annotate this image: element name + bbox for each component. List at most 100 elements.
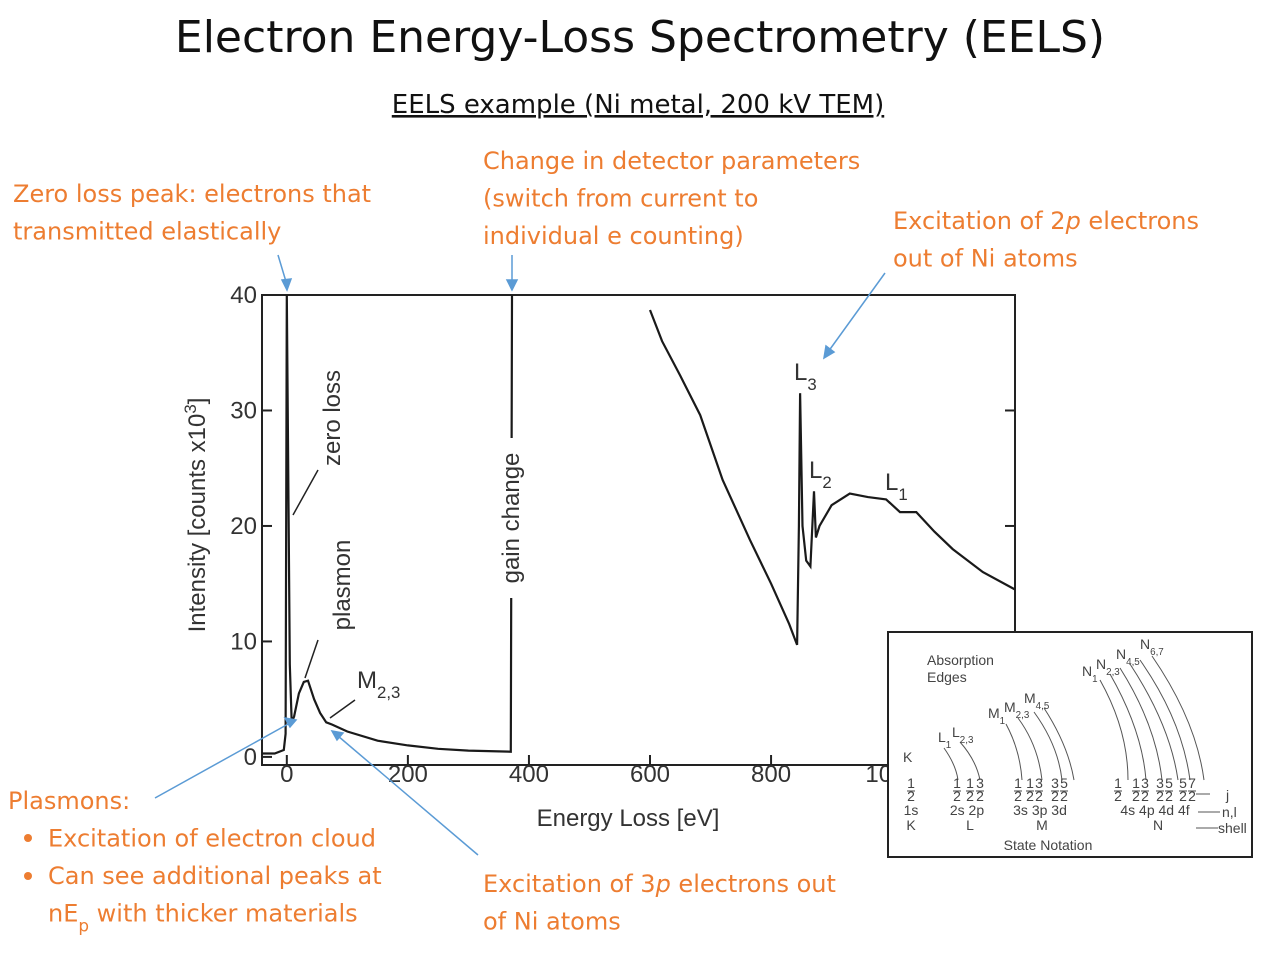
j-denominator: 2 <box>907 788 915 804</box>
italic-run: p <box>655 870 671 898</box>
j-denominator: 2 <box>976 788 984 804</box>
edge-curves <box>943 655 1220 829</box>
j-numerator: 3 <box>1141 775 1149 791</box>
spectrum-line <box>262 294 1016 755</box>
j-numerator: 1 <box>1014 775 1022 791</box>
j-denominator: 2 <box>1156 788 1164 804</box>
subscript: 1 <box>1000 716 1005 727</box>
arrow <box>154 722 291 799</box>
subscript: 3 <box>807 375 816 394</box>
j-denominator: 2 <box>1114 788 1122 804</box>
italic-run: p <box>1065 207 1081 235</box>
annotation: Zero loss peak: electrons that <box>13 180 371 208</box>
edge-label: K <box>903 749 913 765</box>
text-run: M <box>1004 699 1016 715</box>
j-denominator: 2 <box>1141 788 1149 804</box>
text-run: M <box>988 705 1000 721</box>
subscript: 2 <box>822 473 831 492</box>
curve-label: L2 <box>809 457 832 492</box>
j-numerator: 5 <box>1060 775 1068 791</box>
text-run: ] <box>184 398 211 405</box>
text-run: Excitation of 2 <box>893 207 1066 235</box>
text-run: electrons out <box>671 870 836 898</box>
bullet <box>24 834 32 842</box>
text-run: N <box>1116 646 1126 662</box>
x-tick-label: 800 <box>751 761 791 788</box>
text-run: Change in detector parameters <box>483 147 860 175</box>
text-run: K <box>903 749 913 765</box>
text-run: L <box>809 457 822 484</box>
inset-title: Absorption <box>927 652 994 668</box>
label-gap <box>500 438 524 598</box>
annotation: individual e counting) <box>483 222 744 250</box>
text-run: individual e counting) <box>483 222 744 250</box>
text-run: Excitation of electron cloud <box>48 825 376 853</box>
curve-label: L1 <box>885 469 908 504</box>
edge-label: M4,5 <box>1024 690 1050 712</box>
annotation: nEp with thicker materials <box>48 900 358 936</box>
plot-frame <box>261 294 1016 766</box>
text-run: electrons <box>1081 207 1199 235</box>
inset: AbsorptionEdgesKL1L2,3M1M2,3M4,5N1N2,3N4… <box>887 631 1253 858</box>
edge-label: N4,5 <box>1116 646 1140 668</box>
j-numerator: 1 <box>907 775 915 791</box>
text-run: gain change <box>498 453 525 584</box>
text-run: Intensity [counts x10 <box>184 414 211 633</box>
callout-arrows <box>24 254 886 880</box>
label-pointer <box>329 699 356 719</box>
j-denominator: 2 <box>1132 788 1140 804</box>
label-pointer <box>292 469 319 516</box>
y-tick-label: 40 <box>230 282 257 309</box>
text-run: Can see additional peaks at <box>48 862 382 890</box>
subtitle: EELS example (Ni metal, 200 kV TEM) <box>392 90 884 120</box>
subscript: 6,7 <box>1150 647 1164 658</box>
j-numerator: 1 <box>953 775 961 791</box>
edge-label: M1 <box>988 705 1005 727</box>
arrowhead <box>283 716 298 729</box>
curve-label: M2,3 <box>357 667 400 702</box>
orbital-label: 4s 4p 4d 4f <box>1120 802 1189 818</box>
j-denominator: 2 <box>1051 788 1059 804</box>
annotation: Plasmons: <box>8 787 130 815</box>
j-denominator: 2 <box>1179 788 1187 804</box>
shell-label: L <box>966 817 974 833</box>
edge-label: M2,3 <box>1004 699 1030 721</box>
y-tick-label: 20 <box>230 513 257 540</box>
text-run: with thicker materials <box>89 900 358 928</box>
text-run: L <box>885 469 898 496</box>
j-numerator: 3 <box>976 775 984 791</box>
y-tick-label: 10 <box>230 628 257 655</box>
shell-label: K <box>906 817 916 833</box>
text-run: nE <box>48 900 78 928</box>
arrowhead <box>330 729 345 742</box>
text-run: N <box>1082 663 1092 679</box>
subscript: 2,3 <box>1016 710 1030 721</box>
j-denominator: 2 <box>1165 788 1173 804</box>
annotation: transmitted elastically <box>13 218 281 246</box>
j-numerator: 1 <box>1114 775 1122 791</box>
text-run: Zero loss peak: electrons that <box>13 180 371 208</box>
inset-caption: State Notation <box>1004 837 1093 853</box>
text-run: N <box>1096 656 1106 672</box>
j-denominator: 2 <box>1060 788 1068 804</box>
annotation: Excitation of 3p electrons out <box>483 870 836 898</box>
j-denominator: 2 <box>1014 788 1022 804</box>
x-tick-label: 600 <box>630 761 670 788</box>
j-numerator: 1 <box>966 775 974 791</box>
curve-label: plasmon <box>329 540 356 631</box>
inset-box <box>887 631 1253 858</box>
text-run: out of Ni atoms <box>893 245 1078 273</box>
text-run: L <box>794 359 807 386</box>
arrow <box>337 735 479 856</box>
annotation: Excitation of 2p electrons <box>893 207 1199 235</box>
curve-label: L3 <box>794 359 817 394</box>
shell-label: M <box>1036 817 1048 833</box>
j-numerator: 1 <box>1026 775 1034 791</box>
j-denominator: 2 <box>1035 788 1043 804</box>
x-axis-label: Energy Loss [eV] <box>537 805 720 832</box>
shell-label: N <box>1153 817 1163 833</box>
j-denominator: 2 <box>1026 788 1034 804</box>
annotation: out of Ni atoms <box>893 245 1078 273</box>
